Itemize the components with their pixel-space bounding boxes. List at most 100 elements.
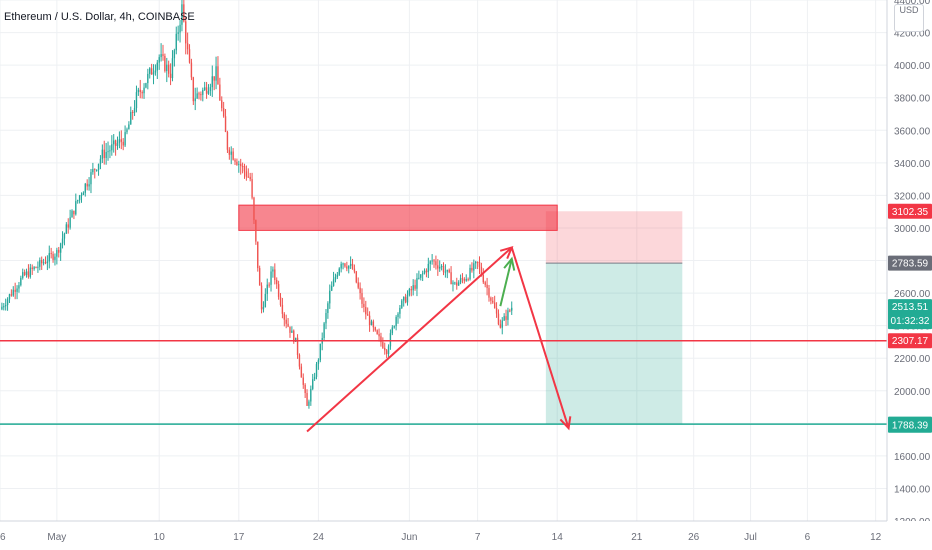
candle-body <box>54 256 56 260</box>
candle-body <box>327 303 329 313</box>
candle-body <box>473 263 475 271</box>
candle-body <box>37 266 39 268</box>
candle-body <box>67 224 69 228</box>
candle-body <box>92 169 94 173</box>
x-tick-label: 12 <box>870 532 882 543</box>
candle-body <box>192 77 195 102</box>
candle-body <box>368 315 371 326</box>
annotation-arrow-line <box>306 246 513 433</box>
candle-body <box>247 176 249 178</box>
candle-body <box>387 346 390 355</box>
candle-body <box>149 68 151 74</box>
x-tick-label: 14 <box>552 532 564 543</box>
x-tick-label: 7 <box>475 532 481 543</box>
candle-body <box>408 289 411 296</box>
candle-body <box>103 149 105 159</box>
candle-body <box>359 287 361 294</box>
candle-body <box>260 285 263 310</box>
price-tag-label: 2307.17 <box>892 336 929 347</box>
candle-body <box>361 293 363 304</box>
candle-body <box>330 285 333 291</box>
candle-body <box>279 296 282 305</box>
candle-body <box>241 166 244 168</box>
price-tag-countdown: 01:32:32 <box>891 316 930 327</box>
candle-body <box>480 266 483 275</box>
candle-body <box>446 269 448 272</box>
candle-body <box>160 54 162 58</box>
candle-body <box>420 274 422 278</box>
candle-body <box>126 129 128 133</box>
candle-body <box>114 140 117 146</box>
candle-body <box>59 243 62 253</box>
y-tick-label: 2000.00 <box>894 387 931 398</box>
candle-body <box>179 24 181 33</box>
candle-body <box>310 388 312 402</box>
candle-body <box>505 316 507 320</box>
candle-body <box>173 50 176 59</box>
candle-body <box>467 279 469 281</box>
candle-body <box>509 310 511 312</box>
short-position-stop-area <box>545 211 683 264</box>
candle-body <box>16 288 18 292</box>
candle-body <box>111 144 113 151</box>
candle-body <box>281 304 284 314</box>
price-tag-label: 2783.59 <box>892 259 929 270</box>
candle-body <box>457 282 460 286</box>
candle-body <box>323 323 325 339</box>
candle-body <box>340 263 342 269</box>
candle-body <box>351 263 354 269</box>
candle-body <box>357 282 359 288</box>
candle-body <box>194 98 196 102</box>
candle-body <box>499 324 502 328</box>
candle-body <box>465 279 467 281</box>
y-tick-label: 4400.00 <box>894 0 931 7</box>
candle-body <box>219 84 221 101</box>
candle-body <box>298 354 301 367</box>
candle-body <box>478 262 481 267</box>
candle-body <box>287 323 289 327</box>
y-tick-label: 3200.00 <box>894 191 931 202</box>
price-tag-box <box>888 255 932 271</box>
candle-body <box>257 241 259 269</box>
candle-body <box>402 296 405 301</box>
candle-body <box>370 321 373 326</box>
y-tick-label: 4000.00 <box>894 61 931 72</box>
candle-body <box>355 271 358 283</box>
candle-body <box>346 266 348 269</box>
x-tick-label: 17 <box>233 532 245 543</box>
candle-body <box>372 321 375 328</box>
candle-body <box>384 347 386 351</box>
candle-body <box>175 33 177 51</box>
candle-body <box>461 278 464 280</box>
candle-body <box>393 326 395 328</box>
candle-body <box>404 296 407 303</box>
candle-body <box>88 184 90 187</box>
candle-body <box>4 305 7 307</box>
candle-body <box>164 55 166 72</box>
candle-body <box>196 93 198 99</box>
candle-body <box>207 91 210 94</box>
candle-body <box>482 274 485 283</box>
candle-body <box>154 70 157 73</box>
candle-body <box>266 284 268 294</box>
candle-body <box>338 268 340 275</box>
candle-body <box>147 73 149 84</box>
candle-body <box>95 169 98 171</box>
candle-body <box>152 72 155 75</box>
candle-body <box>397 313 399 318</box>
price-tag-label: 2513.51 <box>892 302 929 313</box>
candle-body <box>221 100 223 109</box>
candle-body <box>378 333 380 337</box>
candle-body <box>120 139 122 142</box>
price-tag: 3102.35 <box>888 203 932 219</box>
candle-body <box>183 4 185 22</box>
candle-body <box>406 295 409 303</box>
candle-body <box>304 384 306 394</box>
currency-button[interactable]: USD <box>894 4 924 32</box>
candle-body <box>109 150 111 152</box>
candle-body <box>113 140 115 145</box>
candle-body <box>423 270 426 274</box>
candle-body <box>249 176 251 180</box>
candle-body <box>503 316 505 321</box>
